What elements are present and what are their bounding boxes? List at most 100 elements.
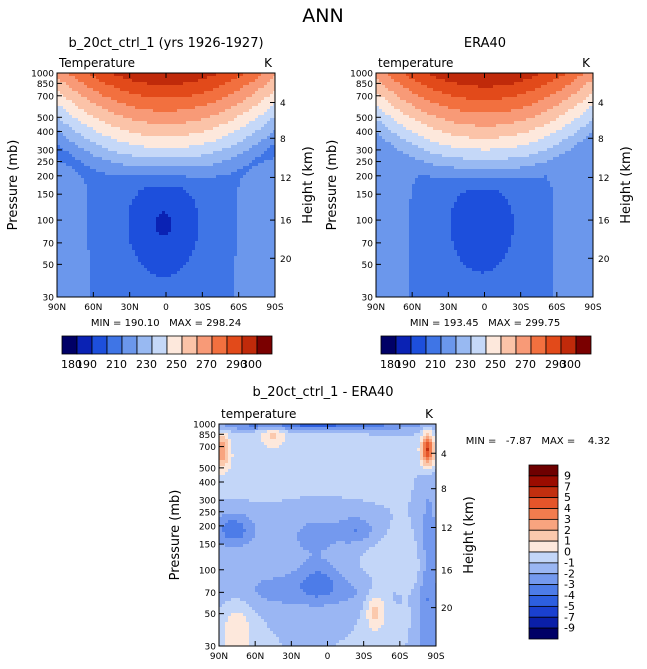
colorbar-swatch	[440, 335, 457, 355]
colorbar-label: -7	[564, 611, 575, 624]
y-tick-label: 200	[199, 522, 216, 532]
colorbar-label: 4	[564, 502, 571, 515]
y-tick-label: 700	[37, 92, 54, 102]
x-tick-label: 30N	[121, 303, 139, 313]
colorbar-label: 230	[455, 358, 476, 371]
colorbar-swatch	[256, 335, 273, 355]
colorbar-swatch	[528, 595, 559, 607]
colorbar-swatch	[528, 529, 559, 542]
colorbar-swatch	[181, 335, 198, 355]
field-label: temperature	[221, 407, 296, 421]
y-axis-right-label: Height (km)	[301, 146, 316, 223]
y-tick-label: 1000	[31, 70, 54, 80]
x-tick-label: 0	[325, 652, 331, 662]
colorbar-label: 3	[564, 513, 571, 526]
y-tick-label: 850	[37, 80, 54, 90]
x-tick-label: 30N	[439, 303, 457, 313]
colorbar-swatch	[470, 335, 487, 355]
colorbar-swatch	[500, 335, 517, 355]
x-tick-label: 30N	[282, 652, 300, 662]
colorbar-label: -5	[564, 600, 575, 613]
panels-group: b_20ct_ctrl_1 (yrs 1926-1927) Temperature…	[6, 36, 634, 662]
height-tick-label: 20	[441, 604, 453, 614]
colorbar-swatch	[485, 335, 502, 355]
x-tick-label: 90S	[584, 303, 601, 313]
y-axis-right-label: Height (km)	[462, 496, 477, 573]
colorbar-swatch	[166, 335, 183, 355]
y-tick-label: 1000	[350, 70, 373, 80]
colorbar-swatch	[575, 335, 592, 355]
field-label: Temperature	[58, 56, 135, 70]
colorbar-swatch	[528, 562, 559, 575]
x-tick-label: 60N	[84, 303, 102, 313]
colorbar-label: 190	[76, 358, 97, 371]
panel-title: b_20ct_ctrl_1 (yrs 1926-1927)	[68, 36, 263, 51]
colorbar-swatch	[136, 335, 153, 355]
height-tick-label: 4	[598, 99, 604, 109]
y-tick-label: 500	[199, 464, 216, 474]
y-axis-label: Pressure (mb)	[168, 490, 183, 581]
colorbar-swatch	[211, 335, 228, 355]
colorbar-swatch	[528, 540, 559, 553]
y-tick-label: 700	[199, 443, 216, 453]
colorbar-swatch	[515, 335, 532, 355]
colorbar-label: 180	[380, 358, 401, 371]
panel-2: ERA40 temperature K 90N 60N 30N 0 30S 60S 90S 1000…	[325, 36, 634, 329]
colorbar-label: 250	[166, 358, 187, 371]
height-tick-label: 16	[441, 566, 453, 576]
panel-title: ERA40	[464, 36, 506, 51]
x-tick-label: 60N	[246, 652, 264, 662]
colorbar-label: 2	[564, 524, 571, 537]
x-tick-label: 90S	[266, 303, 283, 313]
colorbar-swatch	[410, 335, 427, 355]
height-tick-label: 12	[280, 174, 291, 184]
x-tick-label: 90N	[210, 652, 228, 662]
height-tick-label: 20	[598, 255, 610, 265]
colorbar-label: 210	[425, 358, 446, 371]
height-tick-label: 8	[280, 135, 286, 145]
height-tick-label: 12	[441, 524, 452, 534]
height-tick-label: 8	[598, 135, 604, 145]
y-tick-label: 200	[356, 172, 373, 182]
panel-title: b_20ct_ctrl_1 - ERA40	[252, 385, 393, 400]
height-tick-label: 8	[441, 485, 447, 495]
units-label: K	[264, 56, 273, 70]
y-tick-label: 70	[205, 589, 217, 599]
colorbar-swatch	[528, 518, 559, 531]
colorbar-swatch	[528, 584, 559, 596]
colorbar-label: 190	[395, 358, 416, 371]
colorbar-swatch	[560, 335, 577, 355]
x-tick-label: 0	[163, 303, 169, 313]
colorbar-label: -9	[564, 622, 575, 635]
colorbar-swatch	[528, 464, 559, 477]
colorbar-label: 180	[61, 358, 82, 371]
x-tick-label: 90N	[367, 303, 385, 313]
colorbar-swatch	[226, 335, 243, 355]
colorbar-swatch	[528, 475, 559, 488]
colorbar-label: 290	[226, 358, 247, 371]
x-tick-label: 90N	[48, 303, 66, 313]
units-label: K	[582, 56, 591, 70]
colorbar-label: -3	[564, 578, 575, 591]
y-tick-label: 50	[205, 610, 217, 620]
colorbar-label: 210	[106, 358, 127, 371]
colorbar-swatch	[530, 335, 547, 355]
colorbar-swatch	[425, 335, 442, 355]
colorbar-label: 300	[241, 358, 262, 371]
colorbar-swatch	[241, 335, 258, 355]
y-tick-label: 100	[356, 217, 373, 227]
y-tick-label: 50	[362, 261, 374, 271]
x-tick-label: 60S	[230, 303, 247, 313]
x-tick-label: 30S	[355, 652, 372, 662]
y-tick-label: 30	[43, 294, 55, 304]
y-tick-label: 1000	[193, 421, 216, 431]
panel-1: b_20ct_ctrl_1 (yrs 1926-1927) Temperature…	[6, 36, 316, 329]
y-axis-right-label: Height (km)	[619, 146, 634, 223]
x-tick-label: 30S	[512, 303, 529, 313]
height-tick-label: 16	[598, 217, 610, 227]
height-tick-label: 20	[280, 255, 292, 265]
y-tick-label: 400	[199, 479, 216, 489]
